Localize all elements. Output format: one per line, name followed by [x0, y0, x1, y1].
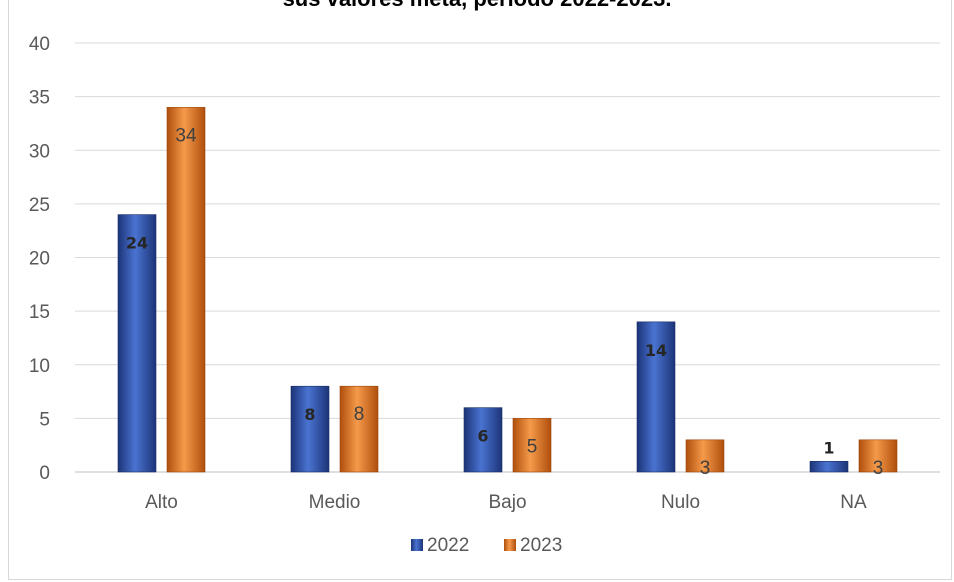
legend-label-2023: 2023 — [520, 535, 562, 556]
y-tick-label: 40 — [29, 34, 50, 55]
chart-title: sus valores meta, periodo 2022-2023. — [0, 0, 954, 12]
category-label-na: NA — [840, 492, 867, 513]
bar-2023-bajo — [512, 418, 552, 473]
bar-2023-nulo — [685, 439, 725, 473]
legend: 2022 2023 — [411, 535, 562, 556]
y-tick-label: 10 — [29, 356, 50, 377]
y-tick-label: 0 — [39, 463, 50, 484]
gridlines — [75, 42, 940, 473]
legend-swatch-2023 — [504, 539, 516, 551]
bar-2022-medio — [290, 385, 330, 473]
legend-swatch-2022 — [411, 539, 423, 551]
y-tick-label: 25 — [29, 195, 50, 216]
category-label-alto: Alto — [145, 492, 178, 513]
bar-2023-na — [858, 439, 898, 473]
bars: 24 34 8 8 6 5 14 3 1 3 — [117, 107, 898, 479]
y-tick-label: 5 — [39, 409, 50, 430]
data-label-2022-alto: 24 — [126, 234, 148, 253]
bar-2022-na — [809, 460, 849, 473]
bar-2022-nulo — [636, 321, 676, 473]
y-axis-tick-labels: 0 5 10 15 20 25 30 35 40 — [29, 34, 50, 484]
data-label-2023-nulo: 3 — [700, 458, 711, 479]
data-label-2023-na: 3 — [873, 458, 884, 479]
bar-2022-bajo — [463, 407, 503, 473]
y-tick-label: 30 — [29, 141, 50, 162]
data-label-2023-alto: 34 — [175, 125, 197, 146]
y-tick-label: 35 — [29, 88, 50, 109]
legend-label-2022: 2022 — [427, 535, 469, 556]
data-label-2023-medio: 8 — [354, 404, 365, 425]
bar-2023-alto — [166, 107, 206, 473]
data-label-2023-bajo: 5 — [527, 436, 538, 457]
category-label-nulo: Nulo — [661, 492, 700, 513]
category-label-bajo: Bajo — [488, 492, 526, 513]
bar-2023-medio — [339, 385, 379, 473]
data-label-2022-bajo: 6 — [477, 427, 488, 446]
x-axis-category-labels: Alto Medio Bajo Nulo NA — [145, 492, 867, 513]
y-tick-label: 20 — [29, 249, 50, 270]
bar-2022-alto — [117, 214, 157, 473]
y-tick-label: 15 — [29, 302, 50, 323]
category-label-medio: Medio — [309, 492, 361, 513]
data-label-2022-medio: 8 — [304, 405, 315, 424]
data-label-2022-nulo: 14 — [645, 341, 667, 360]
data-label-2022-na: 1 — [823, 438, 834, 457]
